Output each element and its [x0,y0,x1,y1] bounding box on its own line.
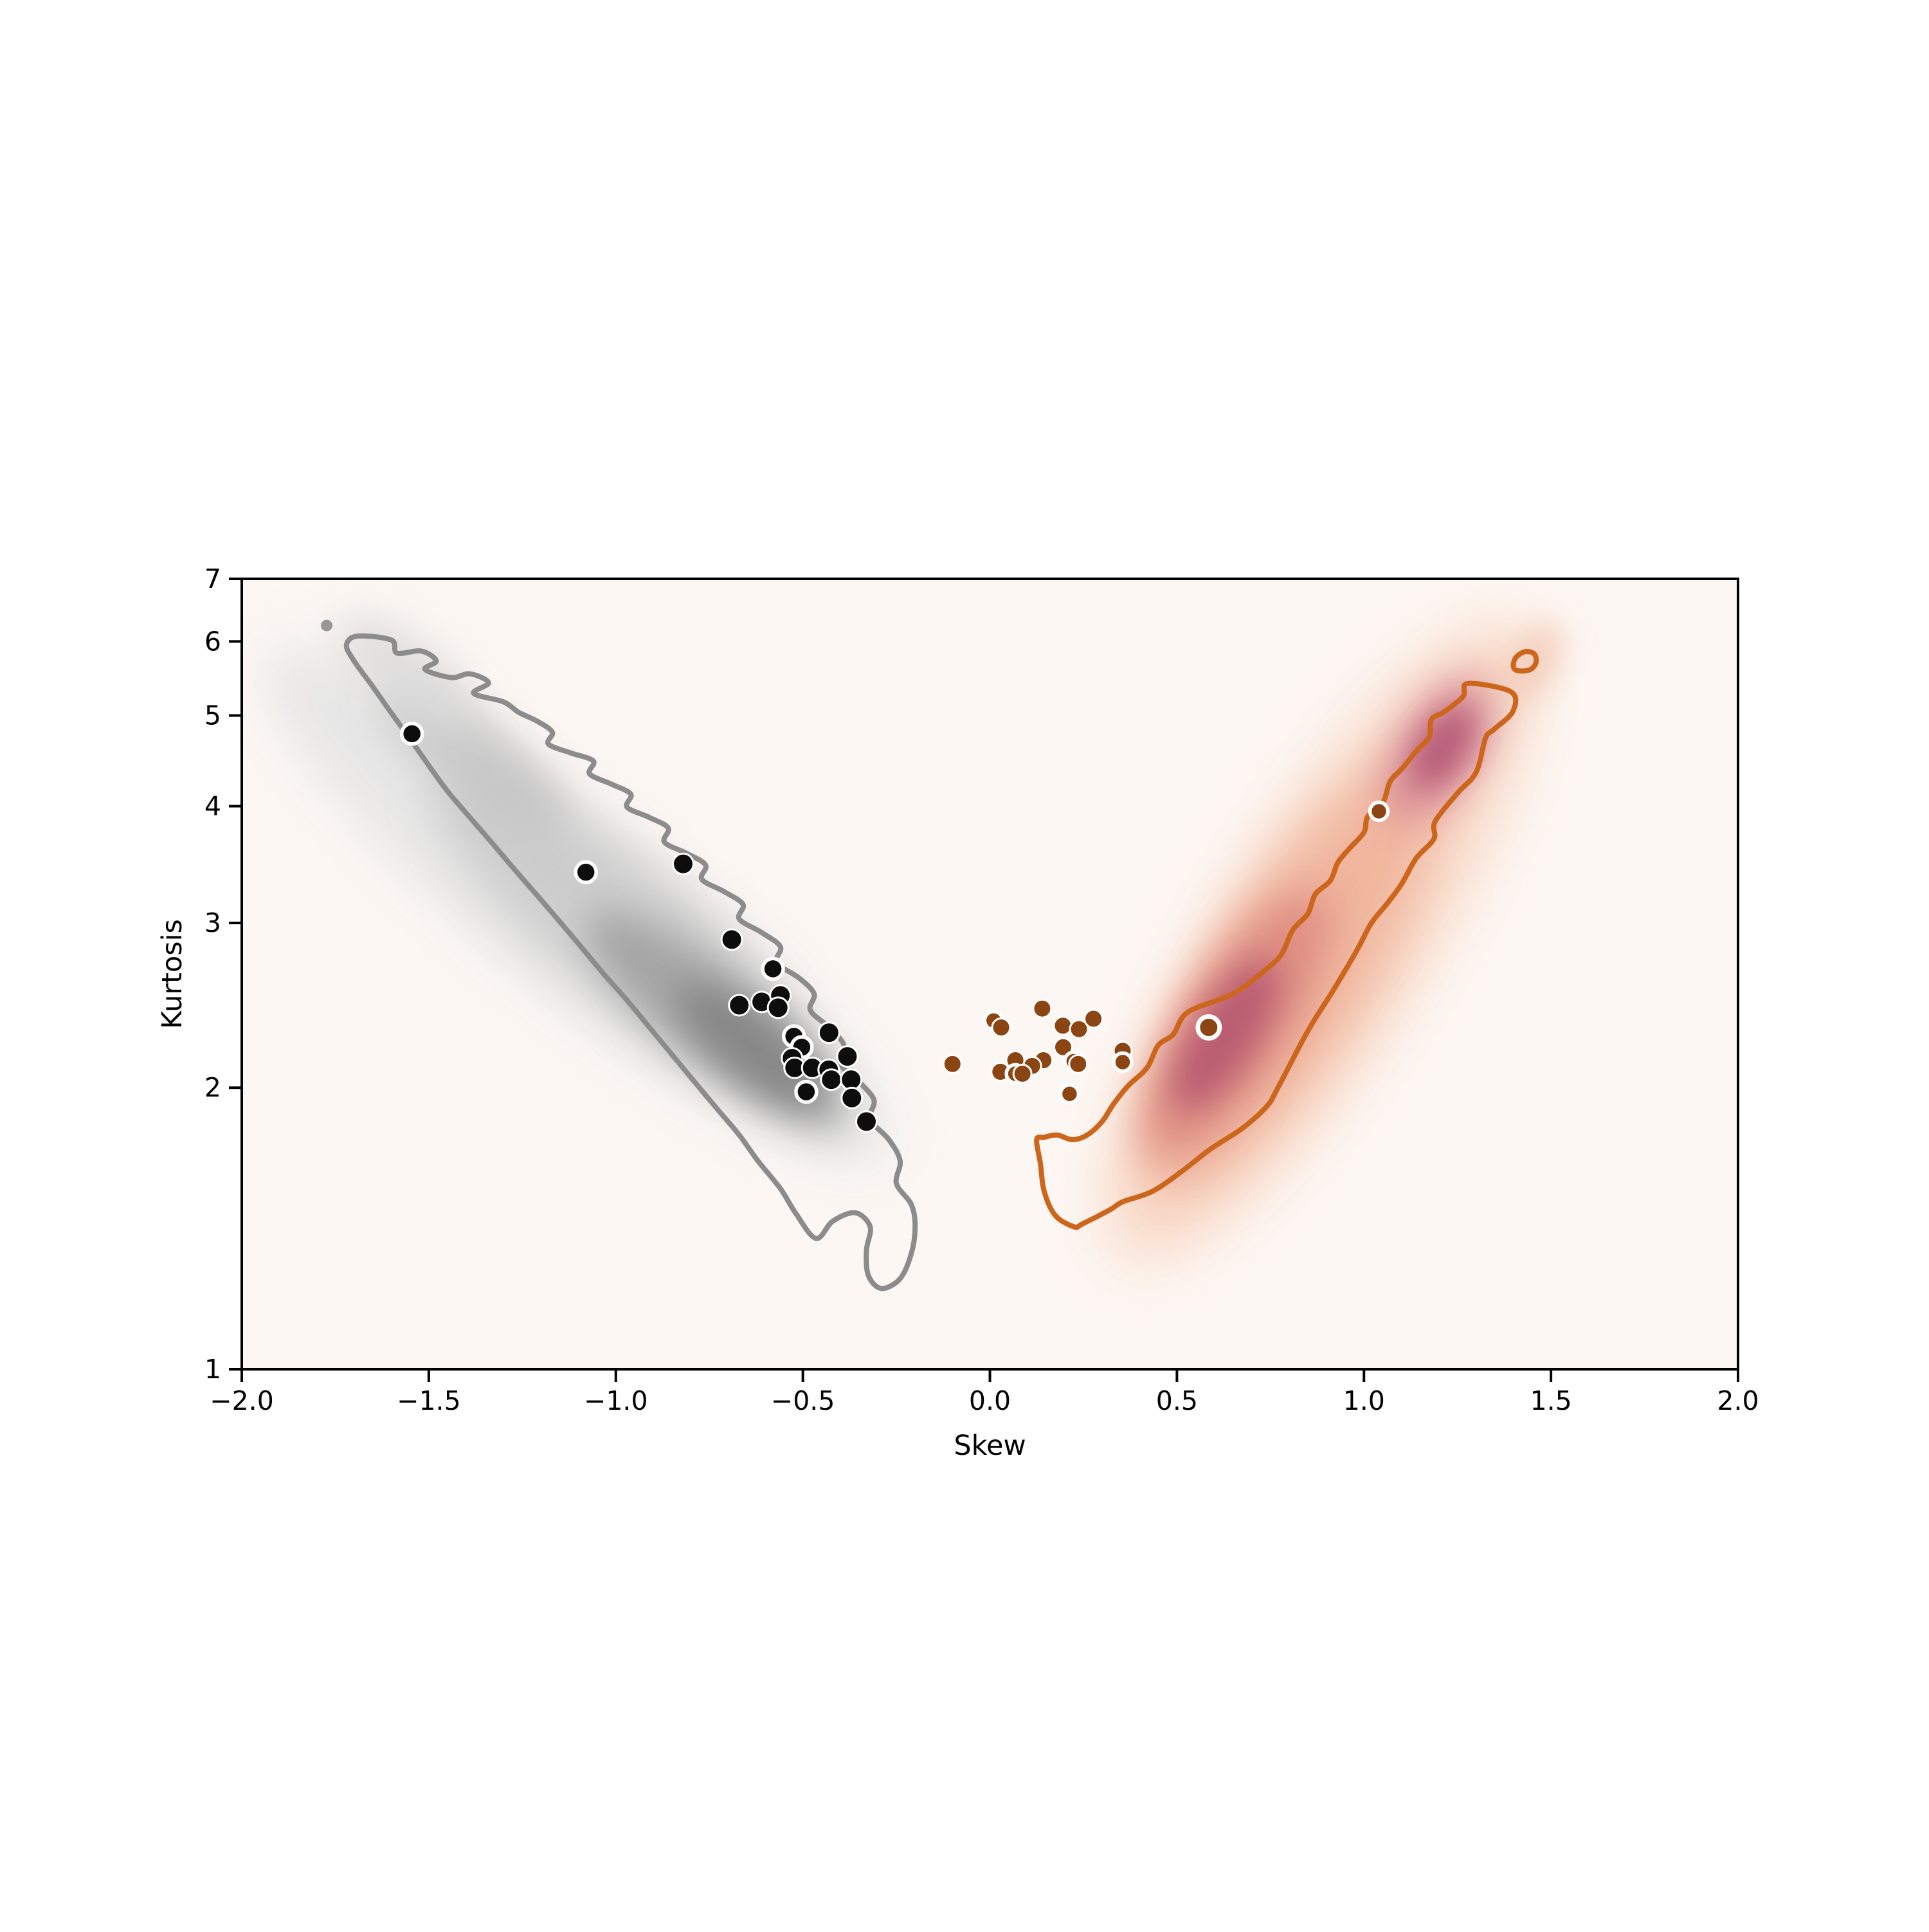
scatter-point-black-group [672,852,694,875]
x-tick-label: −0.5 [771,1385,835,1416]
kde-blob-brown-group [1411,707,1474,788]
black-group-contour-island-dot [321,619,333,632]
scatter-point-black-group [574,860,598,884]
scatter-point-black-group [399,722,424,746]
plot-frame [240,578,1739,1371]
scatter-point-brown-group [1083,1008,1104,1029]
x-axis-label: Skew [954,1430,1026,1462]
x-tick-label: 0.5 [1156,1385,1198,1416]
scatter-point-black-group [728,994,751,1017]
x-tick-label: −1.0 [584,1385,648,1416]
kde-blob-brown-group [1172,958,1280,1110]
contour-layer [321,619,1539,1291]
scatter-point-black-group [817,1021,840,1044]
black-group-contour [343,633,918,1291]
scatter-point-black-group [720,928,743,951]
x-tick-label: 1.0 [1343,1385,1385,1416]
y-tick-label: 1 [204,1354,221,1385]
kde-blob-black-group [338,614,475,733]
scatter-layer [399,722,1390,1133]
scatter-point-black-group [836,1045,859,1068]
scatter-point-black-group [820,1068,843,1091]
scatter-point-brown-group [1068,1053,1089,1074]
kde-blob-brown-group [1501,622,1563,702]
scatter-point-brown-group [991,1017,1011,1037]
y-tick-label: 2 [204,1072,221,1103]
scatter-point-brown-group [1012,1064,1033,1084]
kde-density-layer [261,614,1563,1264]
x-tick-label: −1.5 [397,1385,461,1416]
axes-layer: −2.0 −1.5 −1.0 −0.5 0.0 0.5 1.0 1.5 2.0 7 6 5 4 3 2 1 [204,563,1759,1416]
x-tick-label: −2.0 [210,1385,274,1416]
scatter-point-brown-group [1053,1016,1073,1036]
x-tick-label: 1.5 [1530,1385,1572,1416]
scatter-point-brown-group [942,1053,963,1074]
y-tick-label: 3 [204,907,221,938]
x-tick-label: 0.0 [969,1385,1011,1416]
scatter-point-black-group [794,1079,819,1104]
scatter-point-black-group [840,1086,864,1109]
brown-group-contour-island [1510,649,1539,674]
scatter-point-brown-group [1032,998,1053,1019]
scatter-point-black-group [855,1110,878,1133]
y-tick-label: 7 [204,563,221,594]
scatter-point-black-group [761,956,785,981]
brown-group-contour [1034,680,1519,1230]
scatter-point-brown-group [1112,1051,1134,1073]
scatter-point-brown-group [1368,800,1390,823]
scatter-point-brown-group [1195,1014,1222,1041]
y-tick-label: 6 [204,626,221,657]
y-tick-label: 5 [204,700,221,731]
y-axis-label: Kurtosis [156,919,188,1029]
kde-blob-black-group [678,983,824,1107]
x-tick-label: 2.0 [1717,1385,1759,1416]
scatter-point-brown-group [1069,1019,1089,1039]
scatter-point-black-group [766,996,790,1019]
scatter-point-brown-group [1053,1037,1073,1057]
y-tick-label: 4 [204,790,221,821]
scatter-point-brown-group [1058,1083,1081,1105]
